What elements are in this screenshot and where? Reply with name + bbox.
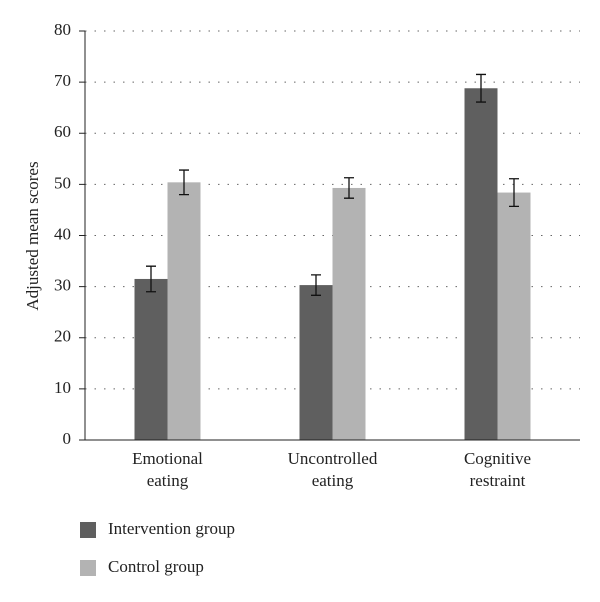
y-tick-label: 80 [54, 20, 71, 39]
legend-label: Intervention group [108, 519, 235, 538]
error-bar [344, 177, 354, 199]
x-tick-label: Emotional eating [132, 449, 203, 490]
error-bar [509, 178, 519, 208]
legend-swatch [80, 560, 96, 576]
error-bar [311, 274, 321, 296]
y-axis-label: Adjusted mean scores [23, 161, 42, 310]
bar [167, 182, 201, 440]
error-bar [179, 169, 189, 196]
y-tick-label: 50 [54, 173, 71, 192]
error-bar [476, 73, 486, 103]
x-tick-label: Uncontrolled eating [288, 449, 378, 490]
y-tick-label: 40 [54, 224, 71, 243]
legend-label: Control group [108, 557, 204, 576]
y-tick-label: 0 [63, 429, 72, 448]
bar [299, 285, 333, 440]
x-tick-label: Cognitive restraint [464, 449, 531, 490]
bar [134, 278, 168, 440]
error-bar [146, 265, 156, 293]
bar [464, 88, 498, 440]
bar [332, 187, 366, 440]
legend-swatch [80, 522, 96, 538]
y-tick-label: 10 [54, 378, 71, 397]
y-tick-label: 60 [54, 122, 71, 141]
bar [497, 192, 531, 440]
y-tick-label: 20 [54, 327, 71, 346]
y-tick-label: 70 [54, 71, 71, 90]
y-tick-label: 30 [54, 276, 71, 295]
